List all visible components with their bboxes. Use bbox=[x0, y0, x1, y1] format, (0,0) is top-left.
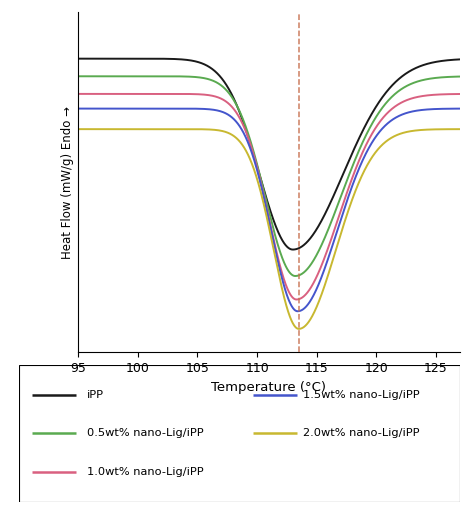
Text: 2.0wt% nano-Lig/iPP: 2.0wt% nano-Lig/iPP bbox=[303, 428, 420, 439]
Text: 1.5wt% nano-Lig/iPP: 1.5wt% nano-Lig/iPP bbox=[303, 390, 420, 400]
Text: 0.5wt% nano-Lig/iPP: 0.5wt% nano-Lig/iPP bbox=[87, 428, 204, 439]
Text: 1.0wt% nano-Lig/iPP: 1.0wt% nano-Lig/iPP bbox=[87, 467, 204, 477]
Text: iPP: iPP bbox=[87, 390, 104, 400]
X-axis label: Temperature (°C): Temperature (°C) bbox=[211, 381, 327, 393]
Y-axis label: Heat Flow (mW/g) Endo →: Heat Flow (mW/g) Endo → bbox=[61, 105, 74, 259]
